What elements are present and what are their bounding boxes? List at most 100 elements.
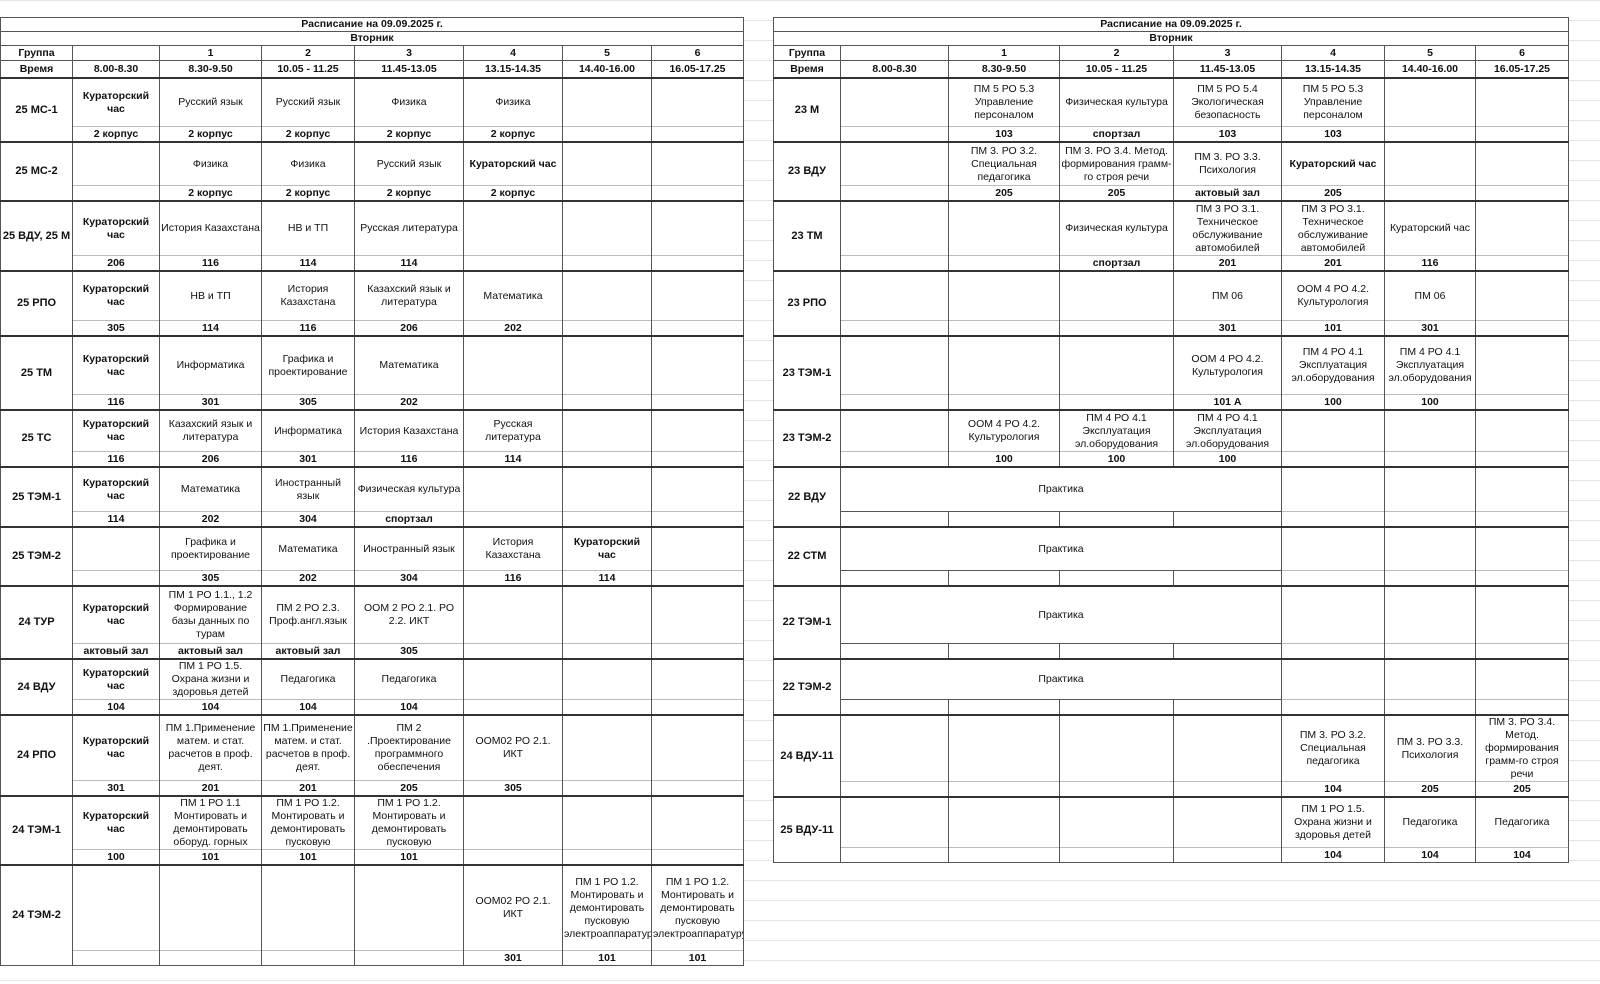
lesson-time[interactable]: 10.05 - 11.25 [1059, 60, 1174, 79]
lesson-cell[interactable] [1474, 77, 1570, 127]
lesson-cell[interactable] [562, 714, 652, 781]
room-cell[interactable] [1059, 570, 1174, 587]
room-cell[interactable]: 104 [354, 699, 464, 716]
lesson-cell[interactable] [650, 795, 745, 850]
lesson-cell[interactable] [840, 335, 949, 395]
lesson-cell[interactable] [650, 200, 745, 256]
room-cell[interactable] [562, 320, 652, 337]
lesson-cell[interactable] [463, 658, 563, 700]
practice-cell[interactable]: Практика [840, 658, 1282, 700]
room-cell[interactable]: актовый зал [159, 643, 262, 660]
group-name[interactable]: 24 РПО [0, 714, 73, 797]
lesson-cell[interactable] [650, 77, 745, 127]
lesson-cell[interactable] [562, 141, 652, 186]
lesson-cell[interactable] [562, 658, 652, 700]
lesson-cell[interactable] [1173, 714, 1282, 782]
room-cell[interactable]: 2 корпус [261, 185, 355, 202]
lesson-cell[interactable] [840, 141, 949, 186]
lesson-time[interactable]: 8.30-9.50 [159, 60, 262, 79]
lesson-number[interactable]: 3 [354, 45, 464, 61]
lesson-cell[interactable]: ООМ 4 РО 4.2. Культурология [948, 409, 1060, 452]
lesson-cell[interactable] [948, 335, 1060, 395]
room-cell[interactable]: 202 [261, 570, 355, 587]
lesson-cell[interactable] [1384, 585, 1476, 644]
lesson-cell[interactable] [650, 335, 745, 395]
group-name[interactable]: 22 ВДУ [773, 466, 841, 528]
room-cell[interactable]: 116 [354, 451, 464, 468]
lesson-cell[interactable]: Кураторский час [1384, 200, 1476, 256]
lesson-cell[interactable] [1281, 409, 1385, 452]
lesson-cell[interactable]: История Казахстана [463, 526, 563, 571]
room-cell[interactable] [948, 699, 1060, 716]
room-cell[interactable]: 202 [354, 394, 464, 411]
room-cell[interactable]: 202 [159, 511, 262, 528]
group-header[interactable]: Группа [0, 45, 73, 61]
room-cell[interactable] [354, 950, 464, 966]
group-name[interactable]: 25 РПО [0, 270, 73, 337]
lesson-cell[interactable]: Кураторский час [562, 526, 652, 571]
room-cell[interactable]: 2 корпус [354, 126, 464, 143]
lesson-cell[interactable]: ПМ 1 РО 1.1., 1.2 Формирование базы данн… [159, 585, 262, 644]
lesson-number[interactable]: 6 [1474, 45, 1570, 61]
lesson-cell[interactable]: Математика [159, 466, 262, 512]
room-cell[interactable]: 101 [159, 849, 262, 866]
room-cell[interactable] [840, 570, 949, 587]
lesson-cell[interactable] [840, 270, 949, 321]
room-cell[interactable]: 2 корпус [72, 126, 160, 143]
lesson-cell[interactable] [840, 409, 949, 452]
lesson-cell[interactable]: ПМ 1.Применение матем. и стат. расчетов … [159, 714, 262, 781]
room-cell[interactable]: 100 [1059, 451, 1174, 468]
room-cell[interactable]: 114 [261, 255, 355, 272]
lesson-cell[interactable]: Кураторский час [72, 466, 160, 512]
lesson-cell[interactable]: Педагогика [1384, 796, 1476, 848]
lesson-cell[interactable]: Физическая культура [354, 466, 464, 512]
room-cell[interactable] [72, 950, 160, 966]
room-cell[interactable] [1474, 699, 1570, 716]
lesson-cell[interactable]: Русский язык [354, 141, 464, 186]
room-cell[interactable]: 301 [1173, 320, 1282, 337]
lesson-cell[interactable] [650, 585, 745, 644]
room-cell[interactable]: 301 [1384, 320, 1476, 337]
lesson-cell[interactable]: Графика и проектирование [261, 335, 355, 395]
lesson-cell[interactable]: ПМ 2 .Проектирование программного обеспе… [354, 714, 464, 781]
lesson-cell[interactable]: Педагогика [354, 658, 464, 700]
group-name[interactable]: 24 ТЭМ-2 [0, 864, 73, 966]
room-cell[interactable] [650, 643, 745, 660]
lesson-cell[interactable]: Иностранный язык [261, 466, 355, 512]
room-cell[interactable]: 104 [1281, 847, 1385, 863]
room-cell[interactable] [840, 781, 949, 798]
room-cell[interactable]: 2 корпус [354, 185, 464, 202]
room-cell[interactable] [1474, 570, 1570, 587]
lesson-cell[interactable]: ПМ 1 РО 1.2. Монтировать и демонтировать… [261, 795, 355, 850]
room-cell[interactable]: 101 [650, 950, 745, 966]
lesson-cell[interactable] [1474, 526, 1570, 571]
lesson-cell[interactable] [562, 466, 652, 512]
room-cell[interactable]: 205 [1059, 185, 1174, 202]
room-cell[interactable] [562, 849, 652, 866]
lesson-cell[interactable] [948, 714, 1060, 782]
room-cell[interactable]: 202 [463, 320, 563, 337]
day-of-week[interactable]: Вторник [772, 31, 1570, 46]
room-cell[interactable] [948, 643, 1060, 660]
room-cell[interactable]: 301 [72, 780, 160, 797]
room-cell[interactable]: 305 [463, 780, 563, 797]
lesson-cell[interactable]: ПМ 3. РО 3.2. Специальная педагогика [948, 141, 1060, 186]
room-cell[interactable]: 101 А [1173, 394, 1282, 411]
room-cell[interactable] [1059, 394, 1174, 411]
lesson-cell[interactable] [463, 585, 563, 644]
group-name[interactable]: 22 ТЭМ-1 [773, 585, 841, 660]
lesson-cell[interactable]: Педагогика [1474, 796, 1570, 848]
lesson-cell[interactable]: Кураторский час [72, 409, 160, 452]
lesson-cell[interactable] [1059, 335, 1174, 395]
room-cell[interactable] [72, 570, 160, 587]
lesson-cell[interactable] [1281, 466, 1385, 512]
room-cell[interactable]: 116 [463, 570, 563, 587]
room-cell[interactable] [1173, 699, 1282, 716]
room-cell[interactable]: 206 [159, 451, 262, 468]
lesson-number[interactable]: 1 [948, 45, 1060, 61]
room-cell[interactable] [1281, 451, 1385, 468]
room-cell[interactable]: 101 [354, 849, 464, 866]
room-cell[interactable] [948, 847, 1060, 863]
room-cell[interactable]: 304 [261, 511, 355, 528]
room-cell[interactable]: 100 [948, 451, 1060, 468]
